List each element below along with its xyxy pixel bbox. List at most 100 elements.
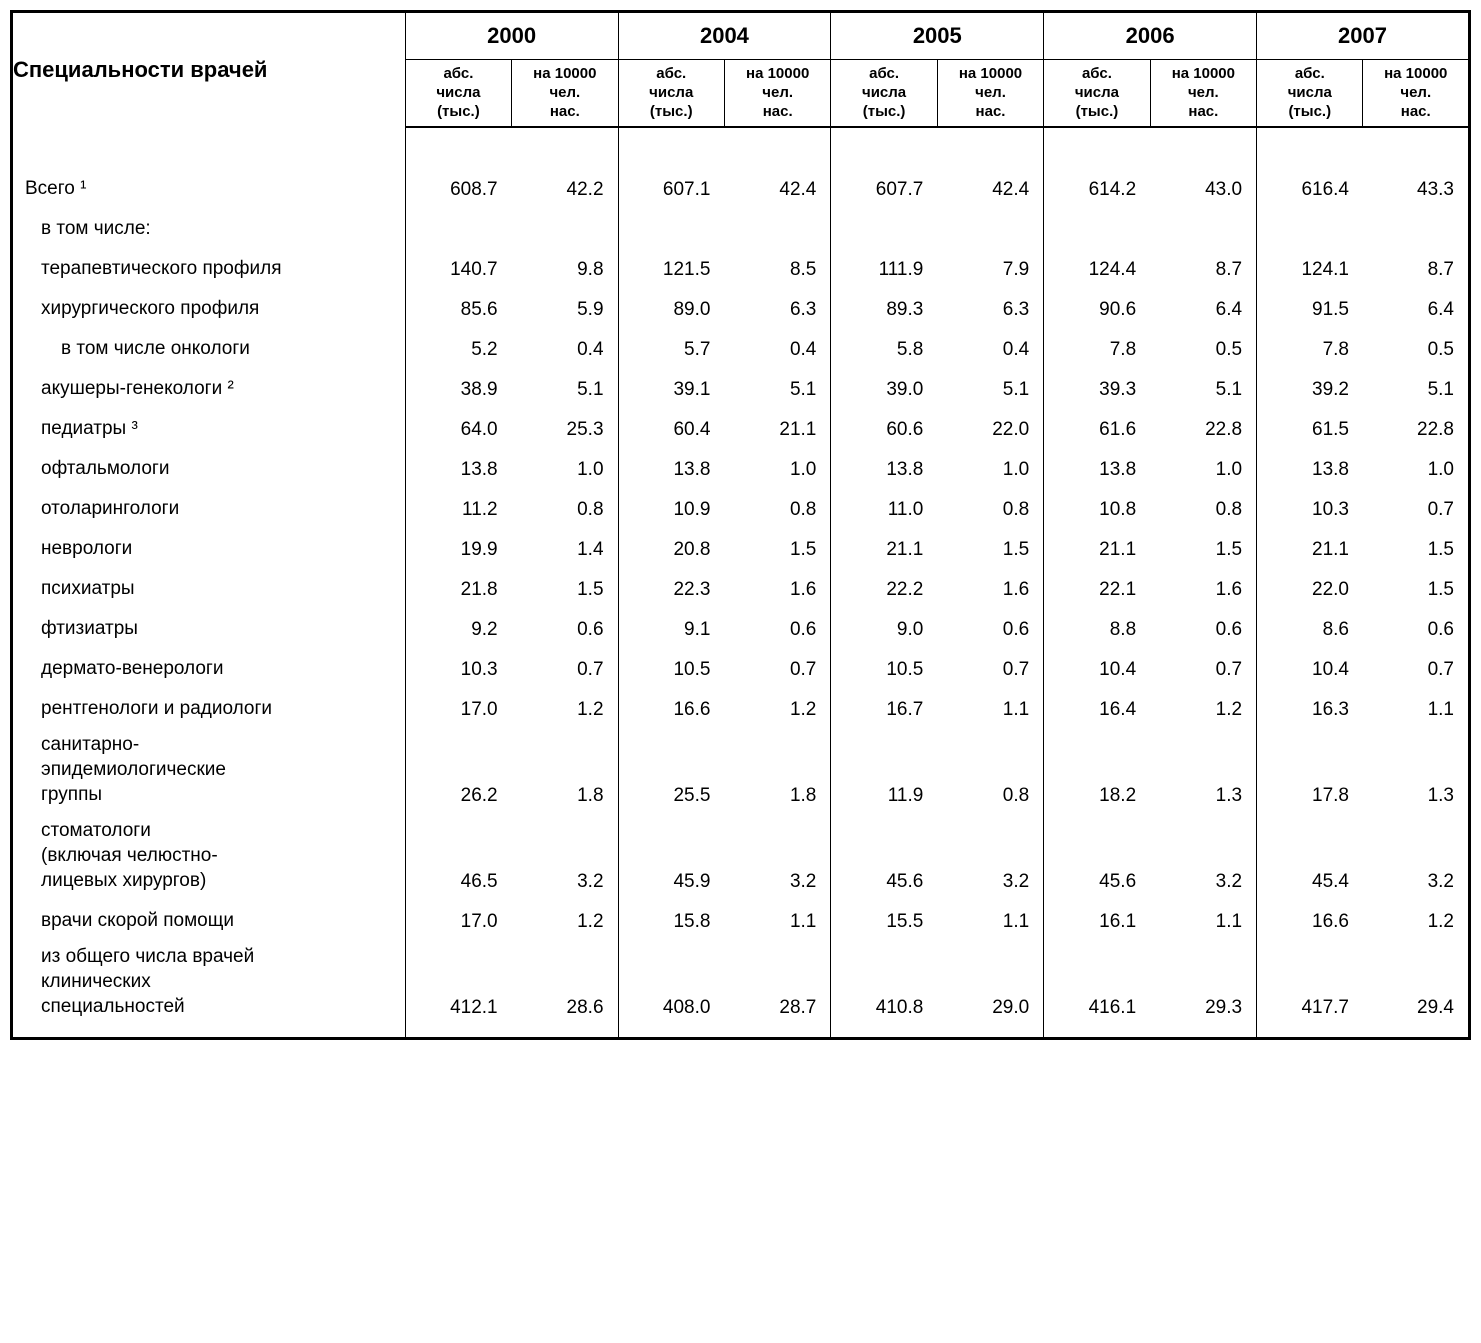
cell-value: 17.0 <box>405 899 511 939</box>
cell-value: 29.0 <box>937 939 1043 1039</box>
cell-value: 89.3 <box>831 287 937 327</box>
col-subheader-per10000: на 10000 чел. нас. <box>937 60 1043 128</box>
cell-value: 0.7 <box>512 647 618 687</box>
table-row: неврологи19.91.420.81.521.11.521.11.521.… <box>12 527 1470 567</box>
cell-value: 7.8 <box>1044 327 1150 367</box>
row-label: неврологи <box>12 527 406 567</box>
cell-value: 43.0 <box>1150 167 1256 207</box>
cell-value: 13.8 <box>1044 447 1150 487</box>
cell-value: 13.8 <box>831 447 937 487</box>
cell-value: 60.6 <box>831 407 937 447</box>
cell-value: 29.4 <box>1363 939 1470 1039</box>
cell-value: 1.1 <box>937 899 1043 939</box>
cell-value: 1.5 <box>1150 527 1256 567</box>
row-label: Всего ¹ <box>12 167 406 207</box>
cell-value <box>937 207 1043 247</box>
cell-value: 0.8 <box>512 487 618 527</box>
cell-value: 5.1 <box>1150 367 1256 407</box>
cell-value: 608.7 <box>405 167 511 207</box>
cell-value: 1.0 <box>724 447 830 487</box>
col-header-year: 2004 <box>618 12 831 60</box>
cell-value: 0.6 <box>512 607 618 647</box>
cell-value: 45.9 <box>618 813 724 899</box>
cell-value: 1.2 <box>724 687 830 727</box>
table-body: Всего ¹608.742.2607.142.4607.742.4614.24… <box>12 127 1470 1039</box>
cell-value: 21.1 <box>1044 527 1150 567</box>
cell-value: 616.4 <box>1257 167 1363 207</box>
cell-value: 8.7 <box>1150 247 1256 287</box>
cell-value: 8.8 <box>1044 607 1150 647</box>
row-label: терапевтического профиля <box>12 247 406 287</box>
row-label: рентгенологи и радиологи <box>12 687 406 727</box>
cell-value: 42.4 <box>937 167 1043 207</box>
cell-value: 22.0 <box>1257 567 1363 607</box>
cell-value: 1.8 <box>724 727 830 813</box>
cell-value: 61.5 <box>1257 407 1363 447</box>
cell-value: 25.3 <box>512 407 618 447</box>
cell-value: 61.6 <box>1044 407 1150 447</box>
table-row: акушеры-генекологи ²38.95.139.15.139.05.… <box>12 367 1470 407</box>
cell-value: 5.2 <box>405 327 511 367</box>
cell-value: 39.1 <box>618 367 724 407</box>
row-label: психиатры <box>12 567 406 607</box>
cell-value: 11.2 <box>405 487 511 527</box>
cell-value: 410.8 <box>831 939 937 1039</box>
cell-value: 13.8 <box>405 447 511 487</box>
col-header-year: 2000 <box>405 12 618 60</box>
cell-value: 3.2 <box>512 813 618 899</box>
cell-value: 39.0 <box>831 367 937 407</box>
table-row: рентгенологи и радиологи17.01.216.61.216… <box>12 687 1470 727</box>
cell-value: 39.3 <box>1044 367 1150 407</box>
col-subheader-per10000: на 10000 чел. нас. <box>1363 60 1470 128</box>
row-label: в том числе: <box>12 207 406 247</box>
cell-value: 1.0 <box>937 447 1043 487</box>
cell-value: 9.2 <box>405 607 511 647</box>
cell-value: 42.4 <box>724 167 830 207</box>
cell-value: 7.9 <box>937 247 1043 287</box>
doctors-specialties-table: Специальности врачей20002004200520062007… <box>10 10 1471 1040</box>
cell-value: 46.5 <box>405 813 511 899</box>
cell-value: 1.5 <box>1363 527 1470 567</box>
cell-value: 0.8 <box>937 487 1043 527</box>
table-row: стоматологи (включая челюстно- лицевых х… <box>12 813 1470 899</box>
cell-value: 1.1 <box>1363 687 1470 727</box>
col-header-specialty: Специальности врачей <box>12 12 406 128</box>
cell-value: 0.8 <box>937 727 1043 813</box>
cell-value: 5.9 <box>512 287 618 327</box>
cell-value: 0.6 <box>1150 607 1256 647</box>
cell-value: 16.7 <box>831 687 937 727</box>
cell-value: 0.4 <box>512 327 618 367</box>
cell-value: 0.5 <box>1150 327 1256 367</box>
cell-value: 1.1 <box>724 899 830 939</box>
cell-value: 140.7 <box>405 247 511 287</box>
cell-value: 1.6 <box>937 567 1043 607</box>
table-header: Специальности врачей20002004200520062007… <box>12 12 1470 128</box>
cell-value: 22.2 <box>831 567 937 607</box>
cell-value: 5.8 <box>831 327 937 367</box>
cell-value: 21.1 <box>831 527 937 567</box>
cell-value: 13.8 <box>618 447 724 487</box>
cell-value: 6.3 <box>724 287 830 327</box>
cell-value: 9.0 <box>831 607 937 647</box>
row-label: врачи скорой помощи <box>12 899 406 939</box>
cell-value: 16.6 <box>1257 899 1363 939</box>
cell-value: 16.4 <box>1044 687 1150 727</box>
row-label: педиатры ³ <box>12 407 406 447</box>
cell-value: 1.5 <box>512 567 618 607</box>
cell-value: 1.3 <box>1363 727 1470 813</box>
row-label: санитарно- эпидемиологические группы <box>12 727 406 813</box>
cell-value: 15.8 <box>618 899 724 939</box>
table-row: хирургического профиля85.65.989.06.389.3… <box>12 287 1470 327</box>
cell-value: 1.6 <box>1150 567 1256 607</box>
cell-value: 21.8 <box>405 567 511 607</box>
cell-value: 64.0 <box>405 407 511 447</box>
col-subheader-abs: абс. числа (тыс.) <box>405 60 511 128</box>
col-subheader-abs: абс. числа (тыс.) <box>618 60 724 128</box>
table-row: отоларингологи11.20.810.90.811.00.810.80… <box>12 487 1470 527</box>
cell-value: 8.5 <box>724 247 830 287</box>
cell-value: 10.3 <box>405 647 511 687</box>
cell-value: 43.3 <box>1363 167 1470 207</box>
cell-value: 26.2 <box>405 727 511 813</box>
cell-value: 6.4 <box>1363 287 1470 327</box>
cell-value <box>1257 207 1363 247</box>
